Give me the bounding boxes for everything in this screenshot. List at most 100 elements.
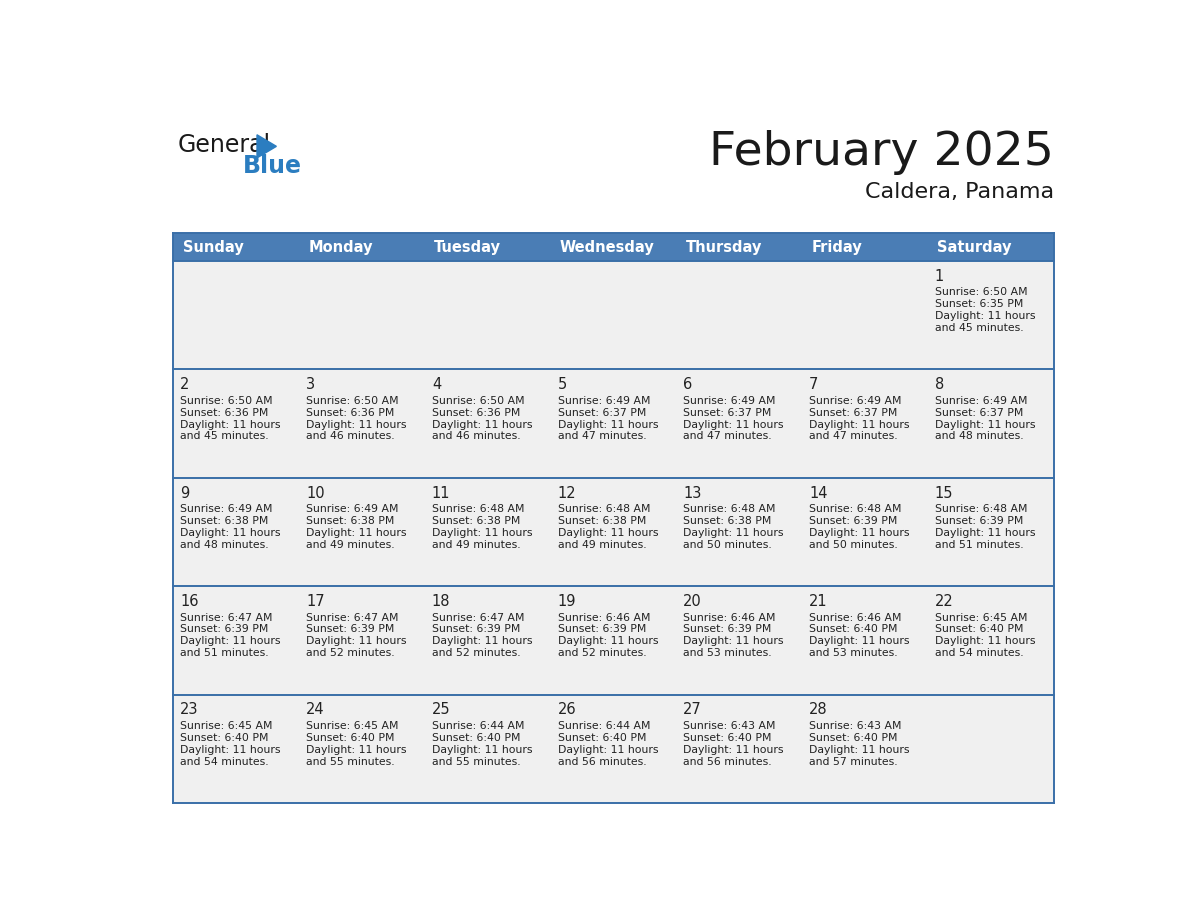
Text: 22: 22: [935, 594, 954, 609]
Text: Sunrise: 6:50 AM: Sunrise: 6:50 AM: [307, 396, 399, 406]
Bar: [173, 587, 1054, 695]
Text: Sunrise: 6:44 AM: Sunrise: 6:44 AM: [557, 721, 650, 731]
Text: and 45 minutes.: and 45 minutes.: [935, 323, 1024, 333]
Text: Daylight: 11 hours: Daylight: 11 hours: [431, 636, 532, 646]
Text: 6: 6: [683, 377, 693, 392]
Bar: [173, 261, 1054, 370]
Text: Daylight: 11 hours: Daylight: 11 hours: [181, 528, 280, 538]
Text: Daylight: 11 hours: Daylight: 11 hours: [307, 744, 406, 755]
Text: Sunrise: 6:44 AM: Sunrise: 6:44 AM: [431, 721, 524, 731]
Text: Sunset: 6:37 PM: Sunset: 6:37 PM: [683, 408, 772, 418]
Text: 5: 5: [557, 377, 567, 392]
Text: Sunrise: 6:46 AM: Sunrise: 6:46 AM: [809, 612, 902, 622]
Text: Daylight: 11 hours: Daylight: 11 hours: [431, 420, 532, 430]
Text: Sunset: 6:38 PM: Sunset: 6:38 PM: [431, 516, 520, 526]
Text: 13: 13: [683, 486, 702, 500]
Text: Sunrise: 6:48 AM: Sunrise: 6:48 AM: [809, 504, 902, 514]
Text: Sunrise: 6:50 AM: Sunrise: 6:50 AM: [431, 396, 524, 406]
Text: Blue: Blue: [244, 154, 302, 178]
Text: 18: 18: [431, 594, 450, 609]
Text: 4: 4: [431, 377, 441, 392]
Text: and 49 minutes.: and 49 minutes.: [431, 540, 520, 550]
Text: Daylight: 11 hours: Daylight: 11 hours: [181, 744, 280, 755]
Text: Sunset: 6:40 PM: Sunset: 6:40 PM: [307, 733, 394, 743]
Text: and 53 minutes.: and 53 minutes.: [683, 648, 772, 658]
Text: Sunset: 6:40 PM: Sunset: 6:40 PM: [431, 733, 520, 743]
Text: and 52 minutes.: and 52 minutes.: [557, 648, 646, 658]
Text: 20: 20: [683, 594, 702, 609]
Text: Monday: Monday: [309, 240, 373, 254]
Text: Sunrise: 6:45 AM: Sunrise: 6:45 AM: [307, 721, 398, 731]
Text: Sunrise: 6:48 AM: Sunrise: 6:48 AM: [431, 504, 524, 514]
Text: Sunset: 6:40 PM: Sunset: 6:40 PM: [181, 733, 268, 743]
Text: and 49 minutes.: and 49 minutes.: [557, 540, 646, 550]
Text: Sunrise: 6:45 AM: Sunrise: 6:45 AM: [935, 612, 1028, 622]
Text: Daylight: 11 hours: Daylight: 11 hours: [181, 420, 280, 430]
Text: Daylight: 11 hours: Daylight: 11 hours: [431, 744, 532, 755]
Text: February 2025: February 2025: [709, 130, 1054, 175]
Text: Daylight: 11 hours: Daylight: 11 hours: [683, 528, 784, 538]
Text: and 47 minutes.: and 47 minutes.: [683, 431, 772, 442]
Text: 19: 19: [557, 594, 576, 609]
Text: 8: 8: [935, 377, 944, 392]
Text: and 55 minutes.: and 55 minutes.: [307, 756, 394, 767]
Text: Sunday: Sunday: [183, 240, 244, 254]
Text: Sunset: 6:36 PM: Sunset: 6:36 PM: [307, 408, 394, 418]
Text: Daylight: 11 hours: Daylight: 11 hours: [181, 636, 280, 646]
Text: and 46 minutes.: and 46 minutes.: [431, 431, 520, 442]
Bar: [173, 695, 1054, 803]
Text: Saturday: Saturday: [937, 240, 1012, 254]
Text: and 47 minutes.: and 47 minutes.: [809, 431, 898, 442]
Text: Daylight: 11 hours: Daylight: 11 hours: [809, 420, 910, 430]
Text: Sunrise: 6:50 AM: Sunrise: 6:50 AM: [181, 396, 273, 406]
Text: Sunset: 6:39 PM: Sunset: 6:39 PM: [935, 516, 1023, 526]
Text: 24: 24: [307, 702, 324, 718]
Text: Sunset: 6:38 PM: Sunset: 6:38 PM: [683, 516, 772, 526]
Text: Sunrise: 6:49 AM: Sunrise: 6:49 AM: [557, 396, 650, 406]
Text: Daylight: 11 hours: Daylight: 11 hours: [935, 528, 1036, 538]
Text: 12: 12: [557, 486, 576, 500]
Text: Sunrise: 6:46 AM: Sunrise: 6:46 AM: [557, 612, 650, 622]
Text: Sunset: 6:35 PM: Sunset: 6:35 PM: [935, 299, 1023, 309]
Text: and 52 minutes.: and 52 minutes.: [431, 648, 520, 658]
Text: Sunrise: 6:49 AM: Sunrise: 6:49 AM: [307, 504, 398, 514]
Text: Sunset: 6:40 PM: Sunset: 6:40 PM: [683, 733, 772, 743]
Text: and 49 minutes.: and 49 minutes.: [307, 540, 394, 550]
Text: 11: 11: [431, 486, 450, 500]
Text: 3: 3: [307, 377, 315, 392]
Text: 14: 14: [809, 486, 828, 500]
Text: Sunset: 6:39 PM: Sunset: 6:39 PM: [809, 516, 897, 526]
Text: and 50 minutes.: and 50 minutes.: [809, 540, 898, 550]
Text: Sunrise: 6:49 AM: Sunrise: 6:49 AM: [683, 396, 776, 406]
Text: Daylight: 11 hours: Daylight: 11 hours: [683, 420, 784, 430]
Text: 7: 7: [809, 377, 819, 392]
Text: Sunset: 6:40 PM: Sunset: 6:40 PM: [809, 624, 898, 634]
Text: 21: 21: [809, 594, 828, 609]
Text: Sunset: 6:39 PM: Sunset: 6:39 PM: [307, 624, 394, 634]
Text: Sunset: 6:40 PM: Sunset: 6:40 PM: [557, 733, 646, 743]
Text: Daylight: 11 hours: Daylight: 11 hours: [307, 528, 406, 538]
Text: 23: 23: [181, 702, 198, 718]
Text: Thursday: Thursday: [685, 240, 762, 254]
Text: Sunset: 6:38 PM: Sunset: 6:38 PM: [557, 516, 646, 526]
Text: and 50 minutes.: and 50 minutes.: [683, 540, 772, 550]
Text: 10: 10: [307, 486, 324, 500]
Text: and 54 minutes.: and 54 minutes.: [935, 648, 1024, 658]
Text: Caldera, Panama: Caldera, Panama: [865, 182, 1054, 202]
Text: and 57 minutes.: and 57 minutes.: [809, 756, 898, 767]
Text: Sunrise: 6:49 AM: Sunrise: 6:49 AM: [935, 396, 1028, 406]
Text: Daylight: 11 hours: Daylight: 11 hours: [683, 744, 784, 755]
Text: Sunset: 6:40 PM: Sunset: 6:40 PM: [809, 733, 898, 743]
Text: Sunset: 6:36 PM: Sunset: 6:36 PM: [431, 408, 520, 418]
Text: 9: 9: [181, 486, 190, 500]
Text: Daylight: 11 hours: Daylight: 11 hours: [431, 528, 532, 538]
Text: Sunrise: 6:48 AM: Sunrise: 6:48 AM: [935, 504, 1028, 514]
Polygon shape: [257, 135, 277, 158]
Text: Daylight: 11 hours: Daylight: 11 hours: [557, 744, 658, 755]
Text: Daylight: 11 hours: Daylight: 11 hours: [307, 636, 406, 646]
Text: Sunset: 6:37 PM: Sunset: 6:37 PM: [557, 408, 646, 418]
Text: Sunset: 6:39 PM: Sunset: 6:39 PM: [181, 624, 268, 634]
Text: and 54 minutes.: and 54 minutes.: [181, 756, 268, 767]
Text: Sunset: 6:37 PM: Sunset: 6:37 PM: [809, 408, 897, 418]
Text: and 55 minutes.: and 55 minutes.: [431, 756, 520, 767]
